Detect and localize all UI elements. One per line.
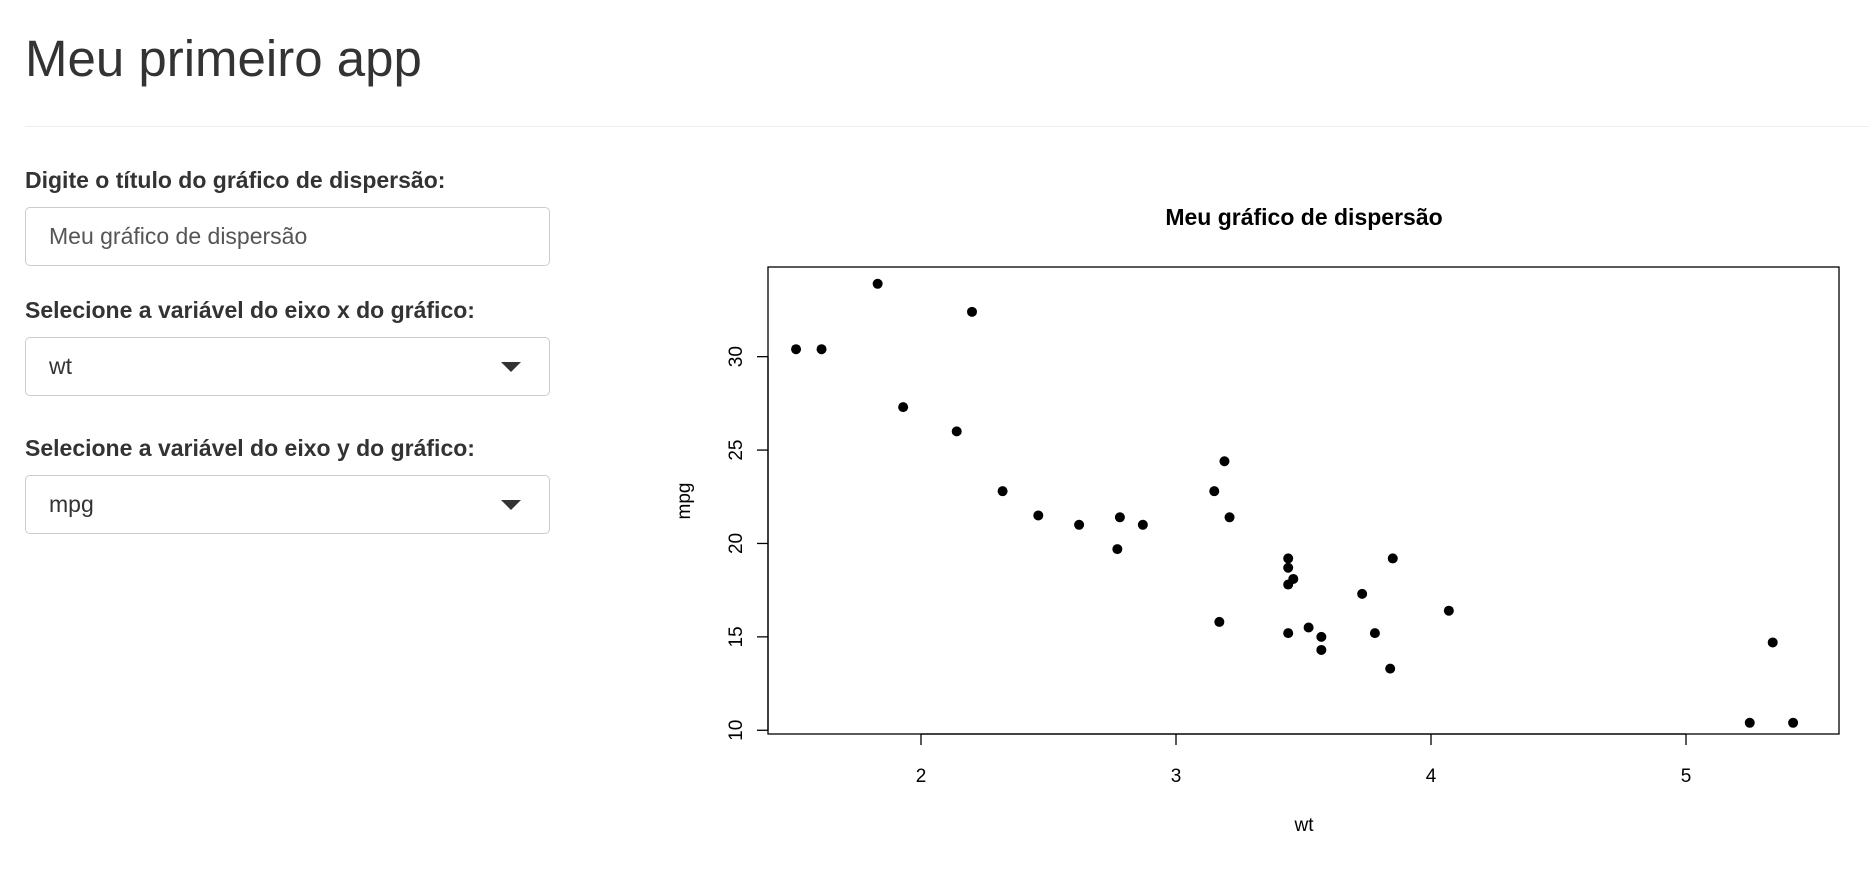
data-point	[872, 278, 883, 289]
caret-down-icon	[501, 362, 521, 372]
data-point	[1074, 519, 1085, 530]
x-tick-label: 4	[1426, 766, 1437, 787]
data-point	[1387, 553, 1398, 564]
y-tick-label: 25	[726, 439, 747, 460]
y-axis: 10 15 20 25 30	[726, 346, 769, 741]
data-point	[1283, 628, 1294, 639]
y-tick-label: 30	[726, 346, 747, 367]
data-point	[1283, 553, 1294, 564]
y-tick-label: 20	[726, 533, 747, 554]
data-point	[1224, 512, 1235, 523]
data-point	[791, 344, 802, 355]
x-tick-label: 2	[916, 766, 927, 787]
x-variable-value: wt	[49, 353, 72, 379]
y-variable-select[interactable]: mpg	[25, 475, 550, 534]
x-variable-select[interactable]: wt	[25, 337, 550, 396]
y-variable-value: mpg	[49, 491, 94, 517]
data-point	[1214, 616, 1225, 627]
title-divider	[25, 126, 1869, 127]
data-point	[951, 426, 962, 437]
data-point	[816, 344, 827, 355]
data-point	[997, 486, 1008, 497]
data-point	[1788, 717, 1799, 728]
y-variable-label: Selecione a variável do eixo y do gráfic…	[25, 435, 475, 461]
data-point	[1114, 512, 1125, 523]
data-point	[1744, 717, 1755, 728]
y-axis-label: mpg	[674, 483, 695, 520]
data-point	[898, 402, 909, 413]
data-point	[1369, 628, 1380, 639]
x-axis: 2 3 4 5	[916, 733, 1692, 787]
data-point	[1443, 605, 1454, 616]
data-point	[1219, 456, 1230, 467]
data-point	[1767, 637, 1778, 648]
data-point	[1385, 663, 1396, 674]
data-point	[1316, 644, 1327, 655]
x-tick-label: 5	[1681, 766, 1692, 787]
data-point	[1288, 573, 1299, 584]
plot-frame	[767, 266, 1840, 735]
data-point	[967, 306, 977, 317]
data-points	[791, 278, 1799, 728]
plot-title-input[interactable]	[25, 207, 550, 266]
data-point	[1033, 510, 1044, 521]
y-tick-label: 15	[726, 626, 747, 647]
title-input-label: Digite o título do gráfico de dispersão:	[25, 167, 446, 193]
data-point	[1112, 544, 1123, 555]
data-point	[1209, 486, 1220, 497]
caret-down-icon	[501, 500, 521, 510]
y-tick-label: 10	[726, 720, 747, 741]
data-point	[1283, 562, 1294, 573]
x-tick-label: 3	[1171, 766, 1182, 787]
data-point	[1137, 519, 1148, 530]
data-point	[1316, 631, 1327, 642]
data-point	[1303, 622, 1314, 633]
data-point	[1357, 588, 1368, 599]
chart-title: Meu gráfico de dispersão	[1165, 204, 1442, 230]
x-variable-label: Selecione a variável do eixo x do gráfic…	[25, 297, 475, 323]
x-axis-label: wt	[1294, 815, 1315, 836]
page-title: Meu primeiro app	[25, 30, 422, 87]
